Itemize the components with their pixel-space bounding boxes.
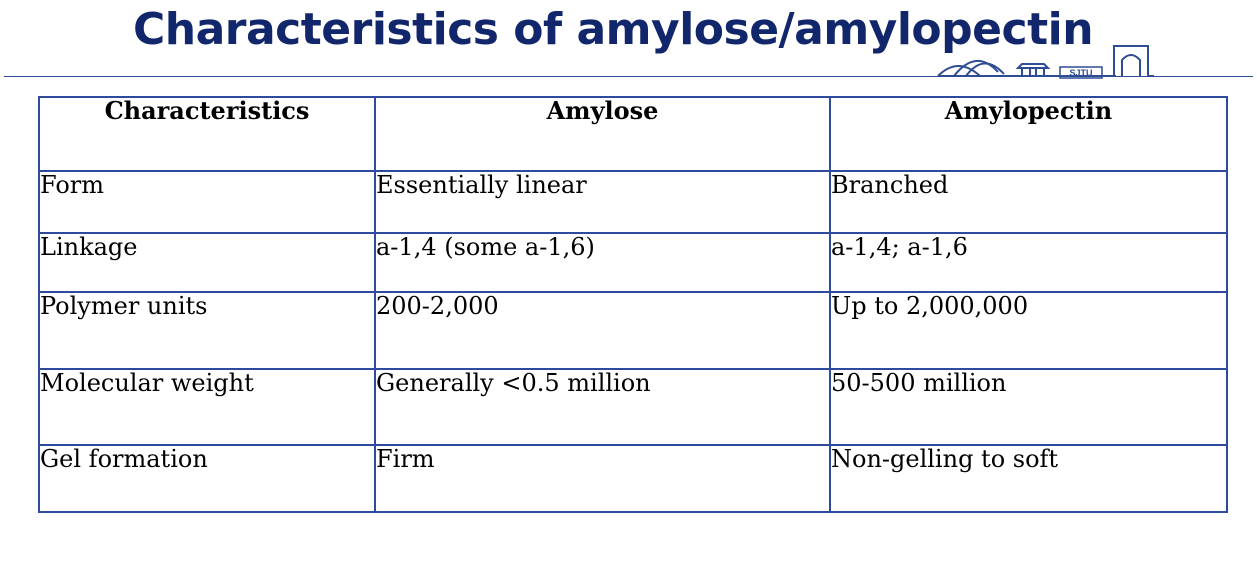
amylose-value: Generally <0.5 million (374, 368, 831, 446)
amylopectin-value: a-1,4; a-1,6 (829, 232, 1228, 293)
amylose-value: 200-2,000 (374, 291, 831, 370)
slide-title: Characteristics of amylose/amylopectin (132, 4, 1094, 55)
table-row: Linkage a-1,4 (some a-1,6) a-1,4; a-1,6 (38, 232, 1228, 293)
row-label: Gel formation (38, 444, 376, 513)
table-row: Form Essentially linear Branched (38, 170, 1228, 234)
amylose-value: Essentially linear (374, 170, 831, 234)
logo-text: SJTU (1069, 68, 1092, 78)
amylopectin-value: Branched (829, 170, 1228, 234)
amylose-value: Firm (374, 444, 831, 513)
header-cell-amylose: Amylose (374, 96, 831, 172)
header-cell-amylopectin: Amylopectin (829, 96, 1228, 172)
header-divider (4, 76, 1253, 77)
table-row: Gel formation Firm Non-gelling to soft (38, 444, 1228, 513)
row-label: Polymer units (38, 291, 376, 370)
row-label: Molecular weight (38, 368, 376, 446)
header-cell-characteristics: Characteristics (38, 96, 376, 172)
amylopectin-value: Up to 2,000,000 (829, 291, 1228, 370)
sjtu-logo-icon: SJTU (937, 45, 1154, 79)
amylose-value: a-1,4 (some a-1,6) (374, 232, 831, 293)
amylopectin-value: 50-500 million (829, 368, 1228, 446)
amylopectin-value: Non-gelling to soft (829, 444, 1228, 513)
table-row: Polymer units 200-2,000 Up to 2,000,000 (38, 291, 1228, 370)
table-row: Molecular weight Generally <0.5 million … (38, 368, 1228, 446)
row-label: Linkage (38, 232, 376, 293)
characteristics-table: Characteristics Amylose Amylopectin Form… (38, 96, 1228, 513)
table-header-row: Characteristics Amylose Amylopectin (38, 96, 1228, 172)
logo-badge-frame (1059, 66, 1103, 79)
row-label: Form (38, 170, 376, 234)
